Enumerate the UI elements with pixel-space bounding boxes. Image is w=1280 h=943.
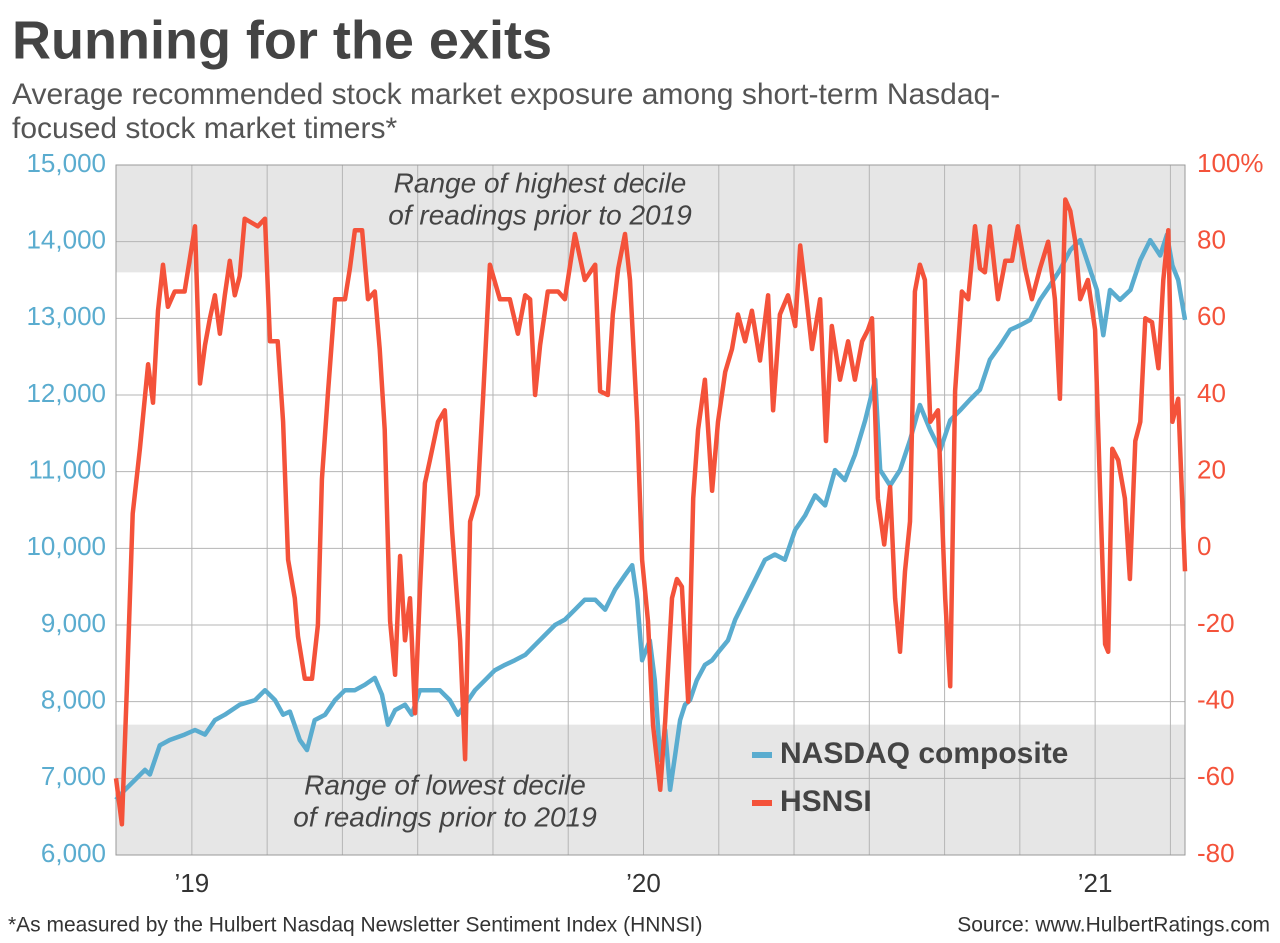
- y-tick-label: 8,000: [41, 685, 106, 715]
- y2-tick-label: 20: [1197, 455, 1226, 485]
- x-tick-label: ’21: [1078, 868, 1113, 898]
- x-tick-label: ’20: [626, 868, 661, 898]
- y-tick-label: 15,000: [26, 148, 106, 178]
- y-tick-label: 9,000: [41, 608, 106, 638]
- source: Source: www.HulbertRatings.com: [957, 914, 1270, 937]
- chart-title: Running for the exits: [12, 10, 552, 70]
- plot-frame: [115, 164, 1186, 856]
- footnote: *As measured by the Hulbert Nasdaq Newsl…: [8, 914, 702, 937]
- y-tick-label: 14,000: [26, 225, 106, 255]
- band-label: Range of highest decile: [394, 167, 687, 198]
- x-tick-label: ’19: [175, 868, 210, 898]
- y-tick-label: 6,000: [41, 838, 106, 868]
- y-tick-label: 7,000: [41, 761, 106, 791]
- y2-tick-label: -80: [1197, 838, 1235, 868]
- band: [116, 724, 1185, 855]
- band: [116, 165, 1185, 273]
- y-tick-label: 12,000: [26, 378, 106, 408]
- y2-tick-label: 80: [1197, 225, 1226, 255]
- y2-tick-label: -60: [1197, 761, 1235, 791]
- y2-tick-label: 60: [1197, 301, 1226, 331]
- y2-tick-label: 0: [1197, 531, 1211, 561]
- y2-tick-label: -20: [1197, 608, 1235, 638]
- band-label: Range of lowest decile: [304, 769, 586, 800]
- y-tick-label: 11,000: [28, 455, 106, 485]
- chart-subtitle: focused stock market timers*: [12, 112, 397, 145]
- band-label: of readings prior to 2019: [293, 801, 597, 832]
- y2-tick-label: 100%: [1197, 148, 1264, 178]
- y2-tick-label: -40: [1197, 685, 1235, 715]
- y-tick-label: 10,000: [26, 531, 106, 561]
- band-label: of readings prior to 2019: [388, 199, 692, 230]
- legend-label: HSNSI: [780, 785, 872, 818]
- y-tick-label: 13,000: [26, 301, 106, 331]
- legend-label: NASDAQ composite: [780, 737, 1068, 770]
- y2-tick-label: 40: [1197, 378, 1226, 408]
- series-line: [113, 197, 1188, 827]
- chart-subtitle: Average recommended stock market exposur…: [12, 78, 1000, 111]
